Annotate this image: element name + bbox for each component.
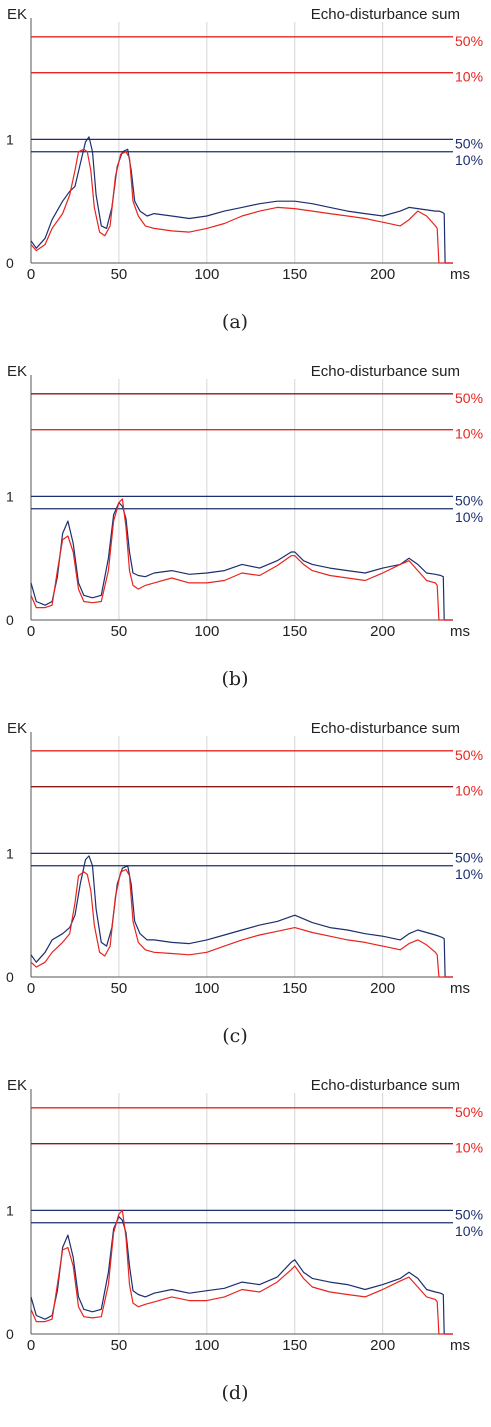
y-tick-label: 0	[6, 255, 14, 271]
series-line-red	[30, 498, 453, 621]
x-tick-label: 150	[282, 266, 307, 283]
chart-title: Echo-disturbance sum	[311, 363, 460, 380]
threshold-label: 10%	[455, 152, 483, 168]
x-tick-label: 0	[27, 266, 35, 283]
x-tick-label: 50	[111, 623, 128, 640]
series-line-blue	[30, 502, 453, 621]
threshold-label: 10%	[455, 866, 483, 882]
y-tick-label: 0	[6, 1326, 14, 1342]
y-tick-label: 1	[6, 488, 14, 504]
x-axis-label: ms	[450, 980, 470, 997]
x-tick-label: 0	[27, 980, 35, 997]
threshold-label: 50%	[455, 492, 483, 508]
chart-panel-c: 50% 10% 50% 10% 0 50 100 150 200 0 1 EK ms Echo-distu…	[0, 714, 491, 1070]
x-tick-label: 0	[27, 1337, 35, 1354]
y-tick-label: 1	[6, 1202, 14, 1218]
x-tick-label: 100	[194, 1337, 219, 1354]
threshold-label: 10%	[455, 783, 483, 799]
series-line-blue	[30, 136, 453, 264]
chart-svg: 50%10%50%10%0 50 100 150 20001EKmsEcho-distu…	[6, 363, 483, 690]
threshold-label: 50%	[455, 747, 483, 763]
x-tick-label: 150	[282, 980, 307, 997]
chart-title: Echo-disturbance sum	[311, 1077, 460, 1094]
threshold-label: 50%	[455, 1104, 483, 1120]
chart-title: Echo-disturbance sum	[311, 6, 460, 23]
x-tick-label: 100	[194, 623, 219, 640]
threshold-label: 10%	[455, 1140, 483, 1156]
panel-label: (a)	[222, 311, 248, 333]
panel-label: (d)	[222, 1382, 249, 1404]
x-tick-label: 150	[282, 1337, 307, 1354]
chart-panel-a: 50% 10% 50% 10% 0 50 100 150 200 0 1 EK ms Echo-distu…	[0, 0, 491, 356]
x-axis-label: ms	[450, 623, 470, 640]
series-line-red	[30, 148, 453, 264]
x-tick-label: 200	[370, 266, 395, 283]
x-tick-label: 0	[27, 623, 35, 640]
x-tick-label: 50	[111, 1337, 128, 1354]
threshold-label: 50%	[455, 135, 483, 151]
chart-svg: 50%10%50%10%0 50 100 150 20001EKmsEcho-distu…	[6, 1077, 483, 1404]
panel-label: (c)	[222, 1025, 247, 1047]
x-tick-label: 50	[111, 266, 128, 283]
y-axis-label: EK	[7, 6, 27, 23]
threshold-label: 50%	[455, 33, 483, 49]
threshold-label: 50%	[455, 390, 483, 406]
x-tick-label: 200	[370, 1337, 395, 1354]
y-tick-label: 0	[6, 612, 14, 628]
threshold-label: 10%	[455, 426, 483, 442]
threshold-label: 50%	[455, 1206, 483, 1222]
chart-title: Echo-disturbance sum	[311, 720, 460, 737]
threshold-label: 50%	[455, 849, 483, 865]
x-tick-label: 150	[282, 623, 307, 640]
y-axis-label: EK	[7, 1077, 27, 1094]
chart-panel-d: 50% 10% 50% 10% 0 50 100 150 200 0 1 EK ms Echo-distu…	[0, 1071, 491, 1427]
x-tick-label: 100	[194, 980, 219, 997]
threshold-label: 10%	[455, 509, 483, 525]
y-axis-label: EK	[7, 720, 27, 737]
y-tick-label: 1	[6, 131, 14, 147]
threshold-label: 10%	[455, 69, 483, 85]
x-tick-label: 200	[370, 623, 395, 640]
chart-svg: 50%10%50%10%0 50 100 150 20001EKmsEcho-distu…	[6, 720, 483, 1047]
x-axis-label: ms	[450, 1337, 470, 1354]
chart-panel-b: 50% 10% 50% 10% 0 50 100 150 200 0 1 EK ms Echo-distu…	[0, 357, 491, 713]
panel-label: (b)	[222, 668, 249, 690]
series-line-red	[30, 868, 453, 978]
threshold-label: 10%	[455, 1223, 483, 1239]
series-line-blue	[30, 855, 453, 978]
series-line-blue	[30, 1216, 453, 1335]
y-tick-label: 1	[6, 845, 14, 861]
series-line-red	[30, 1209, 453, 1335]
y-axis-label: EK	[7, 363, 27, 380]
x-tick-label: 100	[194, 266, 219, 283]
x-axis-label: ms	[450, 266, 470, 283]
x-tick-label: 200	[370, 980, 395, 997]
chart-svg: 50%10%50%10%0 50 100 150 20001EKmsEcho-distu…	[6, 6, 483, 333]
y-tick-label: 0	[6, 969, 14, 985]
x-tick-label: 50	[111, 980, 128, 997]
